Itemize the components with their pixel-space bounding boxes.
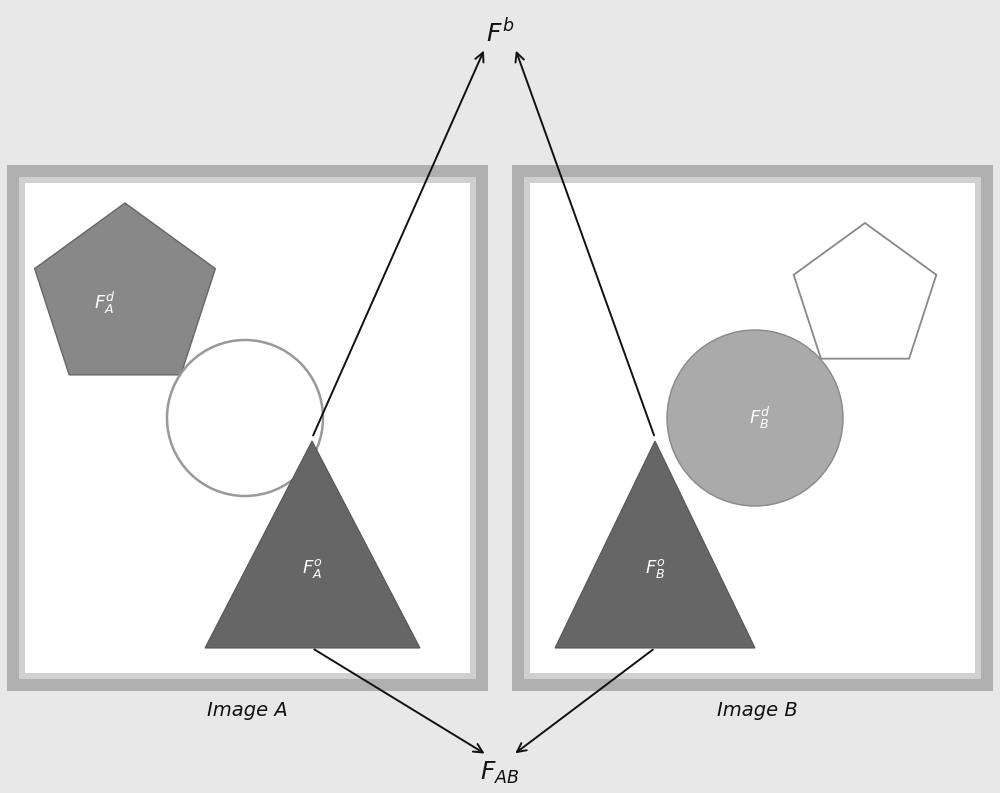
Circle shape [167,340,323,496]
Text: $F_B^o$: $F_B^o$ [645,557,665,580]
Bar [524,177,981,679]
Circle shape [667,330,843,506]
Polygon shape [794,223,936,358]
Text: $F_{AB}$: $F_{AB}$ [480,760,520,786]
Bar [512,165,993,691]
Text: $F^b$: $F^b$ [486,19,514,48]
Text: $F_A^d$: $F_A^d$ [94,290,116,316]
Bar [25,183,470,673]
Bar [530,183,975,673]
Polygon shape [35,203,215,375]
Polygon shape [555,441,755,648]
Text: Image B: Image B [717,702,797,721]
Bar [7,165,488,691]
Text: Image A: Image A [207,702,287,721]
Text: $F_B^d$: $F_B^d$ [749,405,771,431]
Text: $F_A^o$: $F_A^o$ [302,557,322,580]
Polygon shape [205,441,420,648]
Bar [19,177,476,679]
